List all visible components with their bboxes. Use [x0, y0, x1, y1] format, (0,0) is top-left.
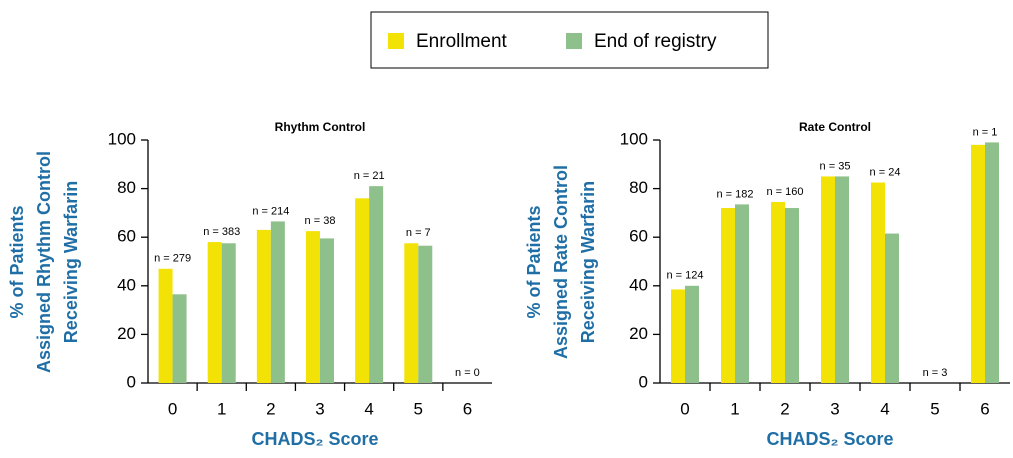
n-label: n = 182: [716, 188, 753, 200]
bar: [985, 142, 999, 383]
bar: [256, 229, 271, 383]
x-tick-label: 0: [680, 399, 689, 418]
y-tick-label: 80: [117, 178, 136, 197]
y-tick-label: 40: [629, 275, 648, 294]
n-label: n = 160: [766, 186, 803, 198]
n-label: n = 1: [973, 126, 998, 138]
bar: [721, 208, 735, 383]
n-label: n = 35: [820, 160, 851, 172]
y-axis-label: Receiving Warfarin: [578, 181, 598, 343]
n-label: n = 7: [406, 227, 431, 239]
legend-swatch: [566, 33, 582, 49]
y-tick-label: 40: [117, 275, 136, 294]
n-label: n = 0: [455, 367, 480, 379]
n-label: n = 279: [154, 253, 191, 265]
y-axis-label: Receiving Warfarin: [61, 181, 81, 343]
n-label: n = 38: [305, 215, 336, 227]
x-tick-label: 1: [730, 399, 739, 418]
n-label: n = 124: [666, 270, 703, 282]
x-tick-label: 3: [315, 399, 324, 418]
bar: [671, 289, 685, 383]
y-tick-label: 20: [117, 324, 136, 343]
x-tick-label: 2: [266, 399, 275, 418]
x-tick-label: 4: [880, 399, 889, 418]
n-label: n = 3: [923, 367, 948, 379]
y-axis-label: Assigned Rhythm Control: [34, 151, 54, 373]
bar: [735, 204, 749, 383]
y-axis-label: % of Patients: [7, 205, 27, 318]
y-axis-label: Assigned Rate Control: [551, 165, 571, 359]
y-axis-label: % of Patients: [524, 205, 544, 318]
y-tick-label: 80: [629, 178, 648, 197]
bar: [221, 243, 236, 383]
bar: [355, 198, 370, 383]
bar: [885, 233, 899, 383]
x-tick-label: 6: [980, 399, 989, 418]
x-tick-label: 1: [217, 399, 226, 418]
x-tick-label: 4: [364, 399, 373, 418]
bar: [306, 231, 320, 383]
x-tick-label: 2: [780, 399, 789, 418]
y-tick-label: 100: [620, 129, 648, 148]
y-tick-label: 20: [629, 324, 648, 343]
legend-box: [370, 11, 769, 69]
bar: [821, 176, 835, 383]
bar: [369, 186, 384, 383]
bar: [320, 238, 334, 383]
x-tick-label: 3: [830, 399, 839, 418]
x-tick-label: 5: [414, 399, 423, 418]
n-label: n = 383: [203, 226, 240, 238]
y-tick-label: 60: [117, 227, 136, 246]
x-axis-label: CHADS₂ Score: [766, 429, 893, 449]
n-label: n = 214: [252, 205, 289, 217]
y-tick-label: 100: [108, 129, 136, 148]
bar: [835, 176, 849, 383]
bar: [404, 243, 419, 383]
bar: [172, 294, 187, 383]
n-label: n = 24: [870, 166, 901, 178]
bar: [771, 201, 785, 383]
chart-title: Rate Control: [799, 120, 871, 134]
legend-label: Enrollment: [416, 31, 508, 52]
bar: [785, 208, 799, 383]
bar: [971, 144, 985, 383]
x-tick-label: 6: [463, 399, 472, 418]
x-tick-label: 0: [168, 399, 177, 418]
bar: [207, 242, 222, 383]
x-tick-label: 5: [930, 399, 939, 418]
bar: [418, 245, 433, 383]
legend-label: End of registry: [594, 31, 717, 52]
bar: [270, 221, 285, 383]
bar: [871, 182, 885, 383]
legend-swatch: [388, 33, 404, 49]
n-label: n = 21: [354, 170, 385, 182]
y-tick-label: 60: [629, 227, 648, 246]
chart-title: Rhythm Control: [275, 120, 366, 134]
x-axis-label: CHADS₂ Score: [251, 429, 378, 449]
bar: [158, 268, 173, 383]
y-tick-label: 0: [639, 372, 648, 391]
y-tick-label: 0: [127, 372, 136, 391]
bar: [685, 285, 699, 383]
